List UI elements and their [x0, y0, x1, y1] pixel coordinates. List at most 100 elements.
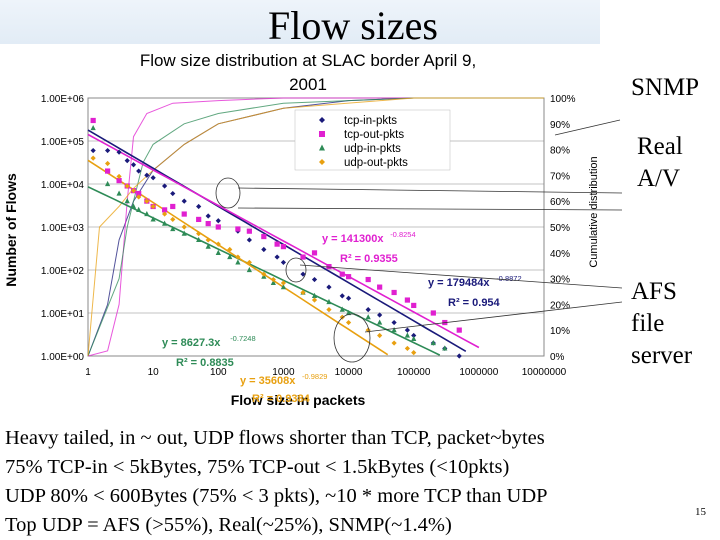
data-point-udp-in-pkts	[144, 210, 150, 217]
data-point-udp-out-pkts	[144, 198, 150, 204]
legend: tcp-in-pkts tcp-out-pkts udp-in-pkts udp-ou…	[294, 109, 451, 171]
data-point-udp-out-pkts	[105, 160, 111, 167]
data-point-udp-in-pkts	[270, 279, 276, 286]
data-point-tcp-out-pkts	[456, 327, 462, 333]
callout-afs-line1: AFS	[631, 278, 677, 305]
slide-title: Flow sizes	[268, 3, 438, 48]
chart-title-line2: 2001	[289, 75, 327, 94]
data-point-tcp-in-pkts	[215, 218, 221, 224]
body-line: Top UDP = AFS (>55%), Real(~25%), SNMP(~…	[5, 514, 452, 536]
callout-afs-line2: file	[631, 310, 665, 337]
callout-real-line1: Real	[637, 133, 683, 160]
data-point-udp-in-pkts	[181, 230, 187, 236]
data-point-udp-in-pkts	[311, 292, 318, 298]
data-point-udp-in-pkts	[404, 332, 411, 338]
fit-equation-udp-in-pkts: y = 8627.3x	[162, 337, 221, 349]
data-point-tcp-out-pkts	[339, 271, 345, 277]
y-tick-label: 1.00E+04	[41, 180, 85, 191]
data-point-tcp-out-pkts	[181, 211, 187, 217]
data-point-tcp-out-pkts	[162, 207, 168, 213]
y-tick-label: 1.00E+06	[41, 94, 85, 105]
data-point-tcp-out-pkts	[246, 228, 252, 234]
data-point-udp-out-pkts	[345, 319, 352, 326]
data-point-udp-in-pkts	[235, 259, 241, 265]
data-point-tcp-out-pkts	[205, 220, 211, 227]
y-tick-label: 1.00E+00	[41, 352, 85, 363]
data-point-udp-in-pkts	[246, 266, 252, 273]
data-point-tcp-out-pkts	[235, 226, 241, 232]
data-point-tcp-in-pkts	[311, 276, 318, 283]
data-point-udp-in-pkts	[90, 124, 96, 131]
legend-label: udp-in-pkts	[344, 143, 401, 155]
fit-exponent-udp-out-pkts: -0.9829	[302, 372, 327, 381]
legend-marker-tcp-out-pkts	[319, 131, 325, 137]
data-point-udp-out-pkts	[270, 276, 276, 283]
slide-title-banner: Flow sizes	[0, 0, 600, 48]
data-point-tcp-out-pkts	[274, 241, 280, 247]
data-point-tcp-in-pkts	[124, 158, 130, 164]
data-point-tcp-out-pkts	[345, 274, 352, 280]
data-point-tcp-out-pkts	[326, 263, 332, 270]
data-point-tcp-out-pkts	[365, 276, 371, 283]
y-tick-label: 1.00E+02	[41, 266, 85, 277]
callout-line-snmp	[554, 119, 621, 136]
x-tick-label: 10000	[335, 367, 363, 378]
data-point-udp-out-pkts	[130, 188, 137, 194]
x-axis-ticks: 1 10 100 1000 10000 100000 1000000 10000000	[85, 367, 566, 378]
legend-items: tcp-in-pkts tcp-out-pkts udp-in-pkts udp-ou…	[319, 115, 408, 169]
data-point-tcp-in-pkts	[404, 327, 411, 333]
data-point-udp-out-pkts	[181, 224, 187, 230]
y2-tick-label: 30%	[550, 275, 570, 286]
data-point-udp-in-pkts	[430, 339, 436, 346]
data-point-tcp-in-pkts	[181, 198, 187, 204]
cdf-line-udp-out-pkts	[87, 97, 544, 357]
y2-tick-label: 50%	[550, 223, 570, 234]
data-point-tcp-in-pkts	[246, 237, 252, 243]
x-tick-label: 10000000	[522, 367, 567, 378]
data-point-tcp-in-pkts	[205, 213, 211, 219]
data-point-udp-out-pkts	[90, 155, 96, 161]
data-point-udp-out-pkts	[136, 194, 142, 200]
data-point-tcp-out-pkts	[136, 190, 142, 197]
data-point-udp-out-pkts	[404, 345, 411, 352]
chart-title-line1: Flow size distribution at SLAC border Ap…	[140, 51, 476, 70]
data-point-tcp-in-pkts	[130, 162, 137, 168]
x-tick-label: 10	[148, 367, 160, 378]
data-point-udp-in-pkts	[339, 306, 345, 312]
data-point-udp-out-pkts	[235, 254, 241, 260]
data-point-udp-in-pkts	[280, 284, 287, 290]
y2-axis-ticks: 0% 10% 20% 30% 40% 50% 60% 70% 80% 90% 100%	[550, 94, 576, 363]
cdf-line-udp-in-pkts	[87, 97, 544, 357]
data-point-udp-in-pkts	[205, 243, 211, 249]
x-axis-label: Flow size in packets	[231, 392, 366, 408]
callout-snmp: SNMP	[631, 74, 700, 101]
data-point-udp-out-pkts	[377, 332, 383, 339]
data-point-udp-in-pkts	[105, 180, 111, 187]
data-point-tcp-in-pkts	[144, 172, 150, 178]
data-point-udp-in-pkts	[442, 345, 448, 351]
x-tick-label: 1000	[272, 367, 295, 378]
callout-line-real-1	[237, 187, 623, 194]
data-point-udp-in-pkts	[365, 314, 371, 320]
data-point-udp-out-pkts	[411, 349, 417, 356]
data-point-tcp-out-pkts	[90, 117, 96, 124]
data-point-udp-out-pkts	[196, 231, 202, 237]
legend-marker-tcp-in-pkts	[319, 117, 325, 123]
x-tick-label: 100	[210, 367, 227, 378]
callout-circle-snmp	[285, 257, 307, 283]
y2-tick-label: 40%	[550, 249, 570, 260]
data-point-udp-out-pkts	[215, 241, 221, 247]
data-point-tcp-in-pkts	[377, 312, 383, 318]
data-point-tcp-in-pkts	[411, 332, 417, 339]
data-point-tcp-out-pkts	[411, 302, 417, 309]
body-line: Heavy tailed, in ~ out, UDP flows shorte…	[5, 427, 545, 449]
data-point-udp-in-pkts	[326, 298, 332, 305]
data-point-tcp-out-pkts	[300, 254, 306, 260]
data-point-tcp-in-pkts	[261, 246, 267, 253]
callout-afs-line3: server	[631, 342, 693, 369]
cdf-line-tcp-out-pkts	[87, 97, 544, 357]
page-number: 15	[695, 506, 706, 518]
data-point-tcp-in-pkts	[365, 306, 371, 313]
data-point-udp-out-pkts	[116, 173, 122, 180]
